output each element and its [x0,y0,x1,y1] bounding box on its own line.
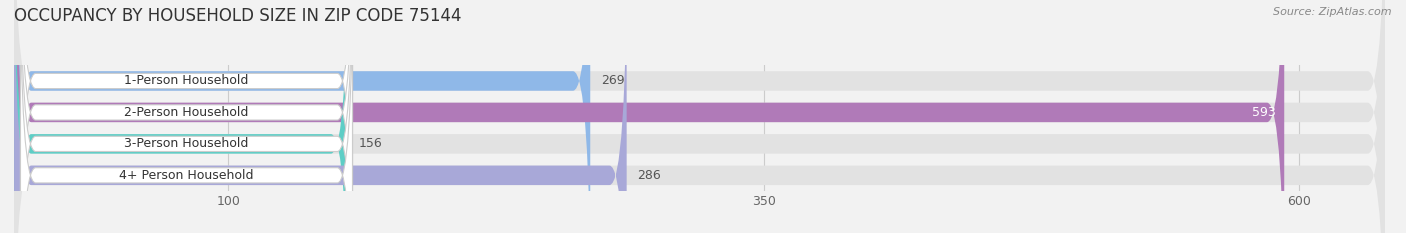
Text: Source: ZipAtlas.com: Source: ZipAtlas.com [1274,7,1392,17]
FancyBboxPatch shape [21,0,353,233]
Text: 269: 269 [600,75,624,87]
FancyBboxPatch shape [14,0,1385,233]
Text: 286: 286 [637,169,661,182]
Text: 593: 593 [1251,106,1275,119]
Text: 3-Person Household: 3-Person Household [124,137,249,150]
FancyBboxPatch shape [14,0,627,233]
Text: OCCUPANCY BY HOUSEHOLD SIZE IN ZIP CODE 75144: OCCUPANCY BY HOUSEHOLD SIZE IN ZIP CODE … [14,7,461,25]
Text: 2-Person Household: 2-Person Household [124,106,249,119]
FancyBboxPatch shape [21,0,353,233]
Text: 1-Person Household: 1-Person Household [124,75,249,87]
FancyBboxPatch shape [14,0,349,233]
FancyBboxPatch shape [14,0,1284,233]
FancyBboxPatch shape [21,0,353,233]
Text: 156: 156 [359,137,382,150]
FancyBboxPatch shape [14,0,1385,233]
FancyBboxPatch shape [14,0,1385,233]
FancyBboxPatch shape [14,0,591,233]
FancyBboxPatch shape [21,0,353,233]
Text: 4+ Person Household: 4+ Person Household [120,169,253,182]
FancyBboxPatch shape [14,0,1385,233]
